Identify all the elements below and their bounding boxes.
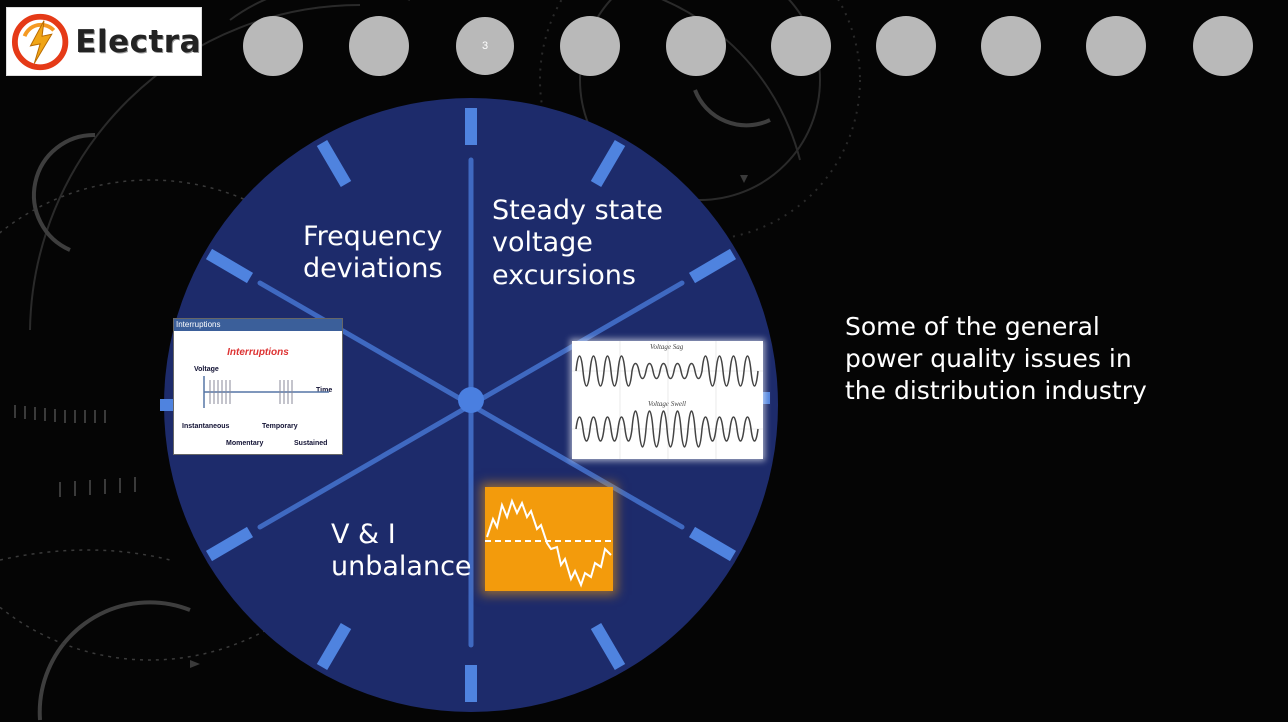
thumbnail-header: Interruptions	[174, 319, 342, 331]
wheel-ticks	[160, 108, 770, 702]
electra-logo: Electra	[6, 7, 202, 76]
label-v-i-unbalance: V & I unbalance	[331, 519, 472, 584]
caption-voltage-sag: Voltage Sag	[650, 343, 684, 351]
slide-nav-dot-7[interactable]	[876, 16, 936, 76]
label-temporary: Temporary	[262, 423, 298, 430]
caption-voltage-swell: Voltage Swell	[648, 400, 686, 408]
label-line: excursions	[492, 259, 636, 291]
slide-number: 3	[481, 40, 489, 52]
axis-label-time: Time	[316, 387, 333, 394]
harmonic-distortion-thumbnail	[485, 487, 613, 591]
slide-nav-dot-3[interactable]: 3	[456, 17, 514, 75]
voltage-sag-swell-thumbnail: Voltage Sag Voltage Swell	[572, 341, 763, 459]
voltage-waveforms	[572, 341, 763, 459]
lightning-bolt-icon	[11, 13, 69, 70]
label-sustained: Sustained	[294, 440, 328, 447]
slide-nav-dot-1[interactable]	[243, 16, 303, 76]
slide-nav-dot-4[interactable]	[560, 16, 620, 76]
label-line: Steady state	[492, 195, 663, 226]
slide-nav-dot-9[interactable]	[1086, 16, 1146, 76]
label-line: Frequency	[303, 221, 443, 252]
label-momentary: Momentary	[226, 440, 264, 447]
slide-nav-dot-10[interactable]	[1193, 16, 1253, 76]
thumbnail-title: Interruptions	[227, 347, 289, 358]
logo-text: Electra	[75, 23, 201, 60]
label-line: unbalance	[331, 551, 472, 583]
distorted-waveform	[485, 498, 613, 588]
axis-label-voltage: Voltage	[194, 366, 219, 373]
label-line: deviations	[303, 253, 443, 285]
label-instantaneous: Instantaneous	[182, 423, 230, 430]
slide-nav-dot-5[interactable]	[666, 16, 726, 76]
label-line: V & I	[331, 519, 396, 550]
slide-nav-dot-2[interactable]	[349, 16, 409, 76]
label-steady-state-voltage: Steady state voltage excursions	[492, 195, 663, 292]
interruption-waveform	[203, 376, 329, 408]
wheel-hub	[458, 387, 484, 413]
label-frequency-deviations: Frequency deviations	[303, 221, 443, 286]
label-line: voltage	[492, 227, 593, 259]
interruptions-thumbnail: Interruptions Interruptions Voltage Time…	[173, 318, 343, 455]
slide-nav-dot-6[interactable]	[771, 16, 831, 76]
slide-description: Some of the general power quality issues…	[845, 312, 1147, 405]
slide-nav-dot-8[interactable]	[981, 16, 1041, 76]
